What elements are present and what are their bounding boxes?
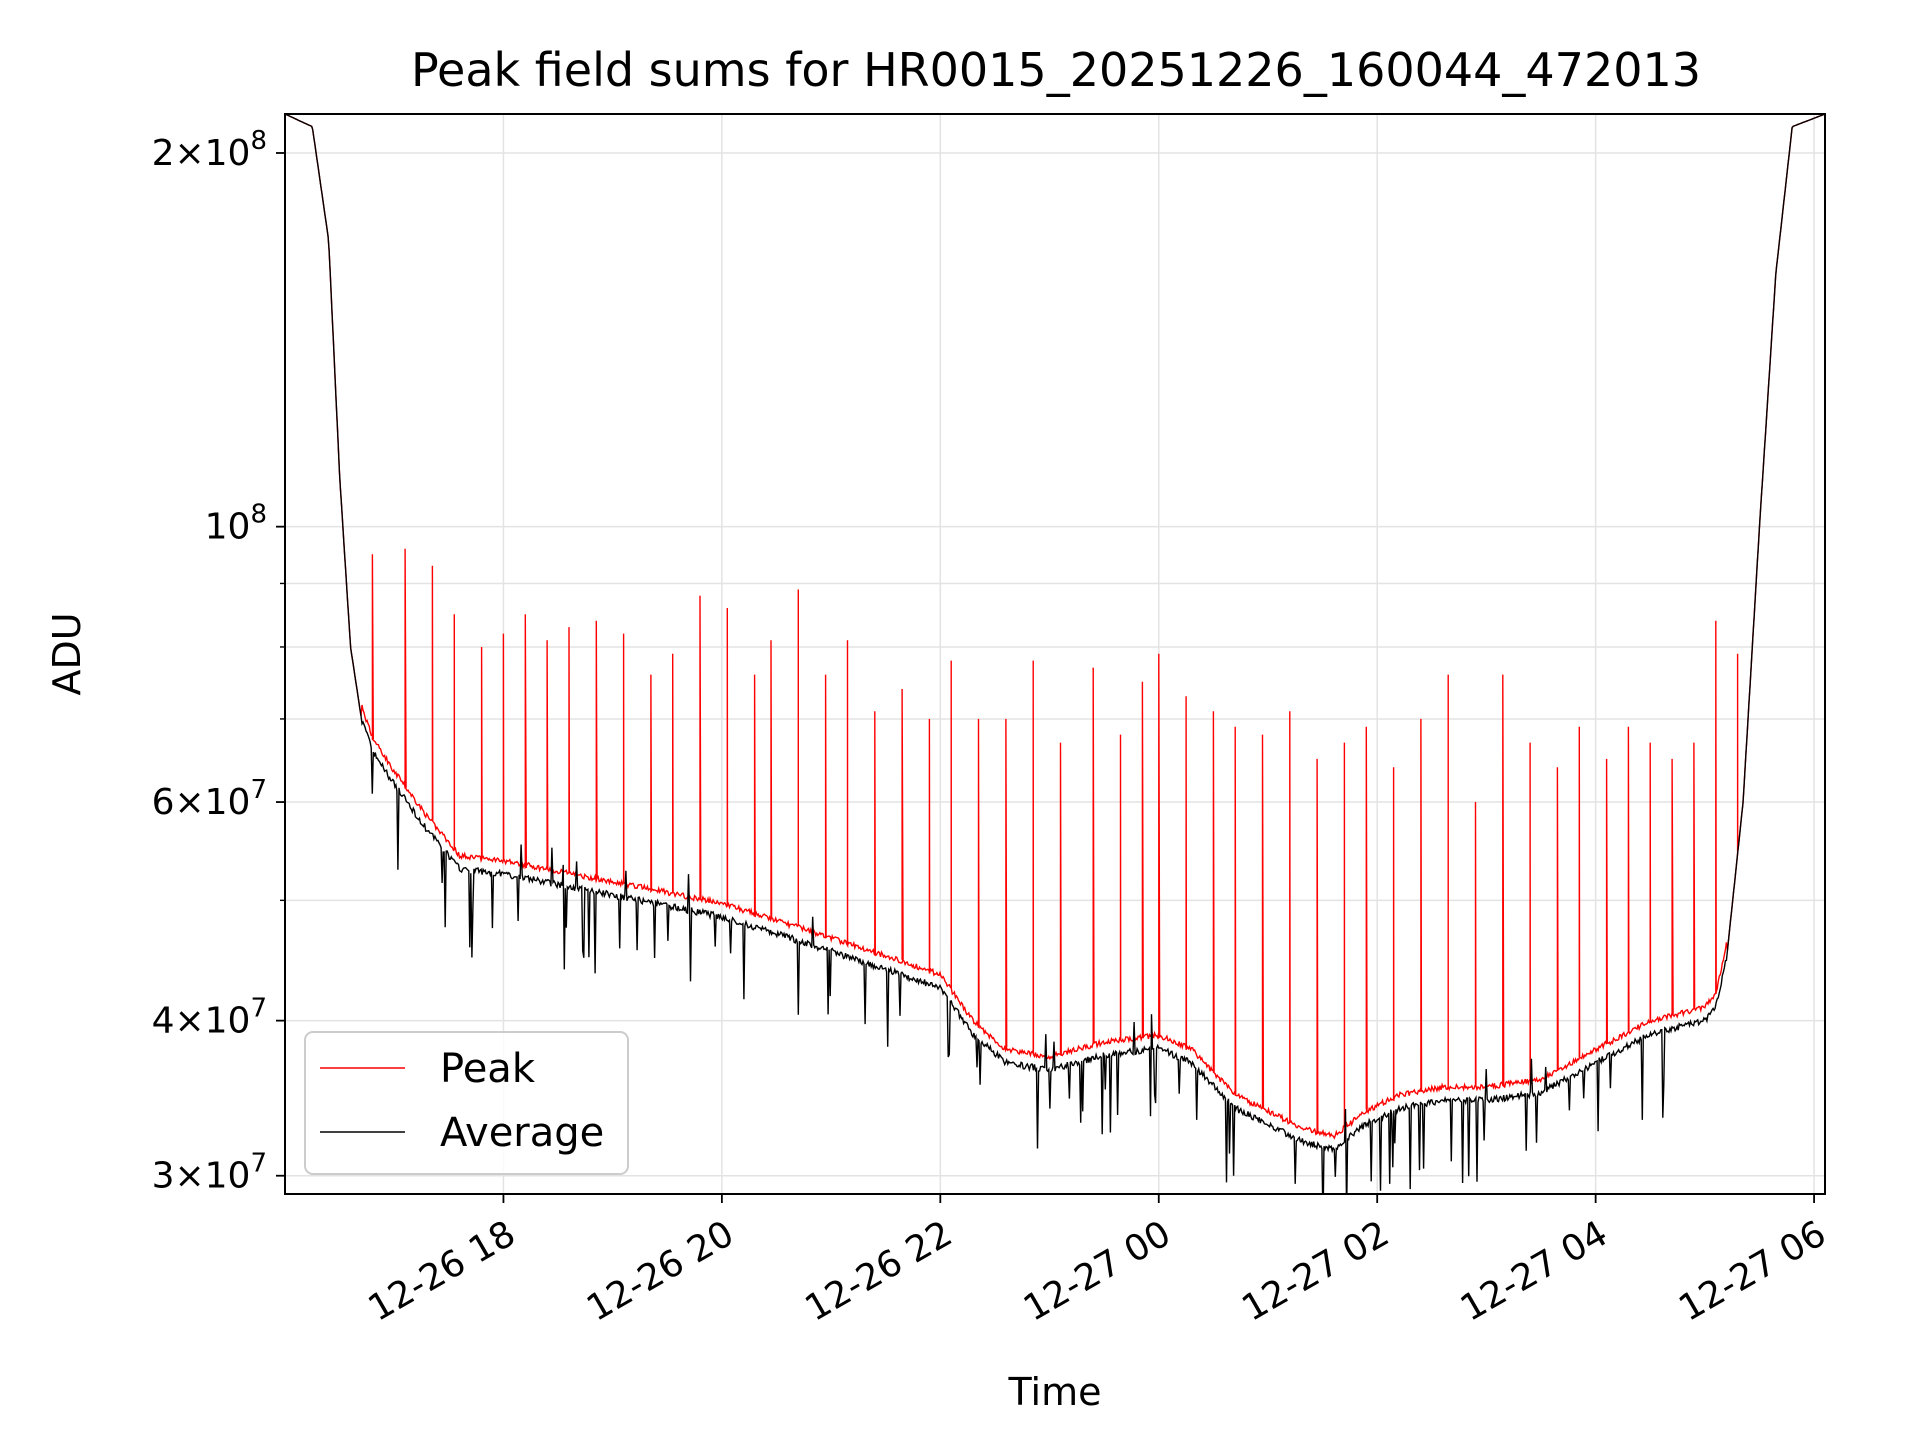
x-tick-label: 12-27 02 <box>1235 1213 1396 1329</box>
legend-average-label: Average <box>440 1110 604 1156</box>
x-tick-label: 12-27 06 <box>1672 1213 1833 1329</box>
y-tick-label: 108 <box>205 500 267 548</box>
x-tick-label: 12-26 18 <box>362 1213 523 1329</box>
plot-frame <box>284 113 1826 1195</box>
y-axis: 3×107 4×107 6×107 108 2×108 <box>152 126 285 1197</box>
x-axis: 12-26 18 12-26 20 12-26 22 12-27 00 12-27 02… <box>362 1194 1833 1330</box>
x-axis-label: Time <box>1008 1370 1102 1414</box>
chart-title: Peak field sums for HR0015_20251226_1600… <box>411 43 1701 97</box>
y-tick-label: 4×107 <box>152 994 267 1042</box>
average-line <box>285 114 1825 1194</box>
y-tick-label: 2×108 <box>152 126 267 174</box>
grid <box>285 114 1825 1194</box>
series-group <box>285 114 1825 1194</box>
legend-peak-label: Peak <box>440 1046 536 1092</box>
y-tick-label: 3×107 <box>152 1149 267 1197</box>
y-tick-label: 6×107 <box>152 775 267 823</box>
x-tick-label: 12-27 04 <box>1454 1213 1615 1329</box>
x-tick-label: 12-26 22 <box>799 1213 960 1329</box>
x-tick-label: 12-26 20 <box>580 1213 741 1329</box>
legend: Peak Average <box>304 1031 629 1175</box>
y-axis-label: ADU <box>45 612 89 695</box>
peak-line <box>285 114 1825 1140</box>
x-tick-label: 12-27 00 <box>1017 1213 1178 1329</box>
